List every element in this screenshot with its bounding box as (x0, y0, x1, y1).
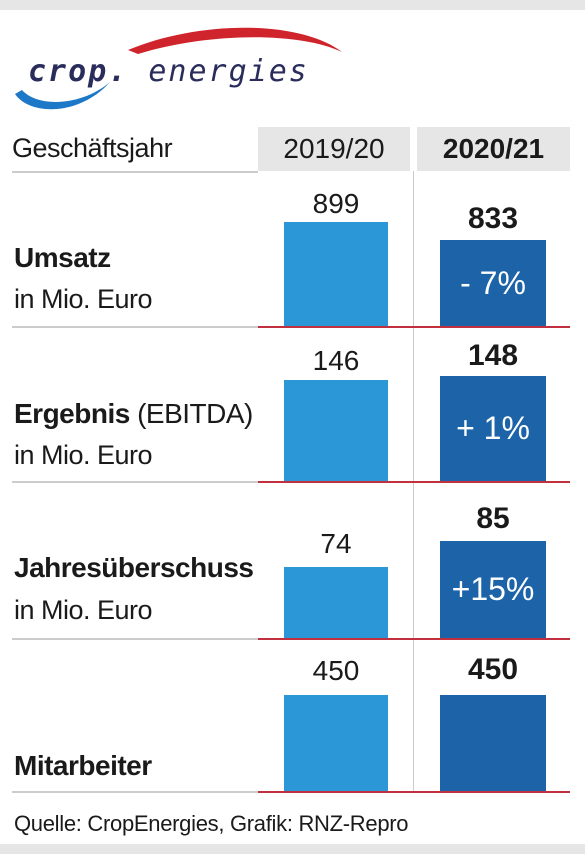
baseline (258, 326, 570, 328)
bar-ergebnis-2020: + 1% (440, 376, 546, 481)
fiscal-year-label: Geschäftsjahr (12, 133, 173, 163)
change-umsatz: - 7% (460, 264, 526, 301)
cropenergies-logo: crop. energies (10, 20, 350, 120)
row-divider (12, 326, 258, 328)
bar-umsatz-2020: - 7% (440, 240, 546, 326)
baseline (258, 791, 570, 793)
row-subtitle-umsatz: in Mio. Euro (14, 284, 153, 314)
logo-text-energies: energies (148, 54, 309, 89)
row-title-mitarbeiter: Mitarbeiter (14, 750, 152, 781)
value-mitarbeiter-2020: 450 (467, 653, 519, 686)
bottom-band (0, 844, 585, 854)
change-jahresueberschuss: +15% (451, 571, 535, 607)
value-mitarbeiter-2019: 450 (312, 655, 360, 686)
row-divider (12, 791, 258, 793)
row-divider (12, 481, 258, 483)
bar-ergebnis-2019 (284, 380, 388, 481)
source-credit: Quelle: CropEnergies, Grafik: RNZ-Repro (14, 811, 409, 836)
value-jahresueberschuss-2019: 74 (320, 528, 352, 559)
column-header-2019: 2019/20 (258, 127, 410, 171)
bar-jahresueberschuss-2020: +15% (440, 541, 546, 638)
value-umsatz-2019: 899 (312, 188, 360, 219)
row-title-ergebnis: Ergebnis (EBITDA) (14, 398, 253, 429)
bar-mitarbeiter-2020 (440, 695, 546, 791)
value-ergebnis-2019: 146 (312, 345, 360, 376)
logo-swoosh-icon (15, 27, 342, 110)
row-divider (12, 638, 258, 640)
baseline (258, 481, 570, 483)
row-title-umsatz: Umsatz (14, 242, 111, 273)
row-title-jahresueberschuss: Jahresüberschuss (14, 552, 254, 583)
top-band (0, 0, 585, 10)
bar-mitarbeiter-2019 (284, 695, 388, 791)
row-subtitle-jahresueberschuss: in Mio. Euro (14, 595, 153, 625)
header-divider (12, 171, 258, 173)
bar-jahresueberschuss-2019 (284, 567, 388, 638)
row-subtitle-ergebnis: in Mio. Euro (14, 440, 153, 470)
column-header-2020: 2020/21 (417, 127, 570, 171)
baseline (258, 638, 570, 640)
change-ergebnis: + 1% (456, 410, 530, 446)
logo-text-crop: crop. (28, 54, 129, 89)
bar-umsatz-2019 (284, 222, 388, 326)
value-jahresueberschuss-2020: 85 (476, 502, 510, 535)
value-ergebnis-2020: 148 (467, 339, 519, 372)
value-umsatz-2020: 833 (467, 202, 519, 235)
